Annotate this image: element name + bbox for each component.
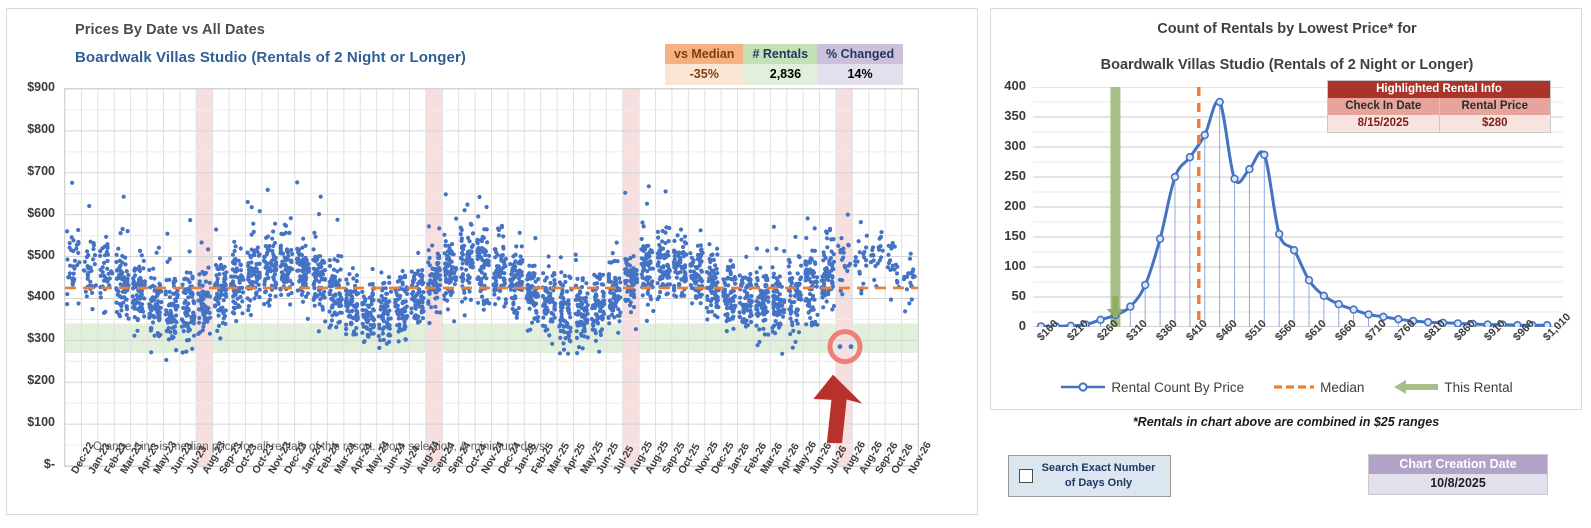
search-exact-days-checkbox[interactable] bbox=[1019, 469, 1033, 483]
legend-label-median: Median bbox=[1320, 379, 1365, 395]
dashed-line-icon bbox=[1274, 385, 1315, 389]
left-y-tick: $700 bbox=[27, 163, 55, 178]
right-chart-title-line1: Count of Rentals by Lowest Price* for bbox=[1157, 21, 1417, 37]
legend-item-this-rental: This Rental bbox=[1394, 379, 1513, 395]
right-y-tick: 150 bbox=[1004, 228, 1026, 243]
search-exact-days-label-line1: Search Exact Number bbox=[1041, 462, 1156, 475]
chart-note: *Rentals in chart above are combined in … bbox=[1132, 415, 1440, 429]
stat-num-rentals: # Rentals 2,836 bbox=[743, 44, 818, 85]
left-chart-title: Prices By Date vs All Dates bbox=[75, 22, 265, 38]
right-chart-title-line2: Boardwalk Villas Studio (Rentals of 2 Ni… bbox=[1100, 57, 1474, 73]
legend-item-median: Median bbox=[1274, 380, 1364, 395]
scatter-plot-svg bbox=[65, 89, 918, 466]
stat-vs-median: vs Median -35% bbox=[665, 44, 744, 85]
chart-creation-date-value: 10/8/2025 bbox=[1369, 474, 1547, 494]
line-marker-icon bbox=[1061, 382, 1106, 392]
highlighted-rental-col1-header: Check In Date bbox=[1328, 98, 1440, 115]
right-y-tick: 200 bbox=[1004, 198, 1026, 213]
search-exact-days-control[interactable]: Search Exact Number of Days Only bbox=[1008, 455, 1171, 497]
search-exact-days-label-line2: of Days Only bbox=[1064, 477, 1133, 489]
annotation-arrow bbox=[813, 374, 863, 444]
this-rental-arrow bbox=[1106, 296, 1125, 318]
right-chart-y-axis: 0 50 100 150 200 250 300 350 400 bbox=[991, 78, 1029, 333]
legend-item-rental-count: Rental Count By Price bbox=[1061, 380, 1244, 395]
left-y-tick: $600 bbox=[27, 205, 55, 220]
stat-pct-changed: % Changed 14% bbox=[817, 44, 904, 85]
right-y-tick: 350 bbox=[1004, 108, 1026, 123]
scatter-points bbox=[65, 180, 917, 363]
line-plot-svg bbox=[1033, 86, 1563, 331]
right-chart-legend: Rental Count By Price Median This Rental bbox=[991, 379, 1583, 395]
left-y-tick: $- bbox=[43, 457, 55, 471]
right-y-tick: 250 bbox=[1004, 168, 1026, 183]
legend-label-rental-count: Rental Count By Price bbox=[1111, 379, 1245, 395]
stat-num-rentals-label: # Rentals bbox=[743, 44, 818, 64]
left-y-tick: $500 bbox=[27, 247, 55, 262]
chart-creation-date-box: Chart Creation Date 10/8/2025 bbox=[1368, 454, 1548, 495]
highlighted-rental-header-row: Check In Date Rental Price bbox=[1328, 98, 1550, 115]
right-chart-x-axis: $160 $210 $260 $310 $360 $410 $460 $510 $560 $610… bbox=[1033, 311, 1573, 386]
highlighted-rental-value-row: 8/15/2025 $280 bbox=[1328, 115, 1550, 132]
highlighted-point-ring bbox=[827, 329, 863, 365]
left-arrow-icon bbox=[1394, 380, 1439, 394]
search-exact-days-label: Search Exact Number of Days Only bbox=[1033, 461, 1170, 491]
stat-num-rentals-value: 2,836 bbox=[743, 64, 818, 85]
highlighted-rental-price: $280 bbox=[1439, 115, 1550, 132]
stat-vs-median-value: -35% bbox=[665, 64, 744, 85]
right-y-tick: 400 bbox=[1004, 78, 1026, 93]
highlighted-rental-check-in-date: 8/15/2025 bbox=[1328, 115, 1440, 132]
right-y-tick: 50 bbox=[1011, 288, 1026, 303]
legend-label-this-rental: This Rental bbox=[1444, 379, 1513, 395]
right-y-tick: 0 bbox=[1018, 318, 1026, 333]
this-rental-marker bbox=[1110, 87, 1121, 327]
right-y-tick: 100 bbox=[1004, 258, 1026, 273]
stat-pct-changed-value: 14% bbox=[817, 64, 904, 85]
count-by-price-panel: Count of Rentals by Lowest Price* for Bo… bbox=[990, 8, 1582, 410]
left-y-tick: $100 bbox=[27, 415, 55, 430]
left-chart-footnote: Orange Line is median price for all rent… bbox=[93, 441, 545, 453]
left-chart-y-axis: $- $100 $200 $300 $400 $500 $600 $700 $800 $900 bbox=[7, 79, 59, 479]
left-y-tick: $300 bbox=[27, 331, 55, 346]
highlighted-rental-info: Highlighted Rental Info Check In Date Re… bbox=[1327, 80, 1551, 133]
right-chart-plot-area bbox=[1033, 86, 1563, 331]
highlighted-rental-col2-header: Rental Price bbox=[1439, 98, 1550, 115]
left-chart-plot-area bbox=[64, 88, 919, 467]
left-y-tick: $900 bbox=[27, 80, 55, 94]
right-y-tick: 300 bbox=[1004, 138, 1026, 153]
left-y-tick: $200 bbox=[27, 373, 55, 388]
highlighted-rental-title: Highlighted Rental Info bbox=[1328, 81, 1550, 98]
stat-vs-median-label: vs Median bbox=[665, 44, 744, 64]
stats-strip: vs Median -35% # Rentals 2,836 % Changed… bbox=[665, 44, 904, 85]
left-chart-subtitle: Boardwalk Villas Studio (Rentals of 2 Ni… bbox=[75, 49, 466, 66]
left-y-tick: $400 bbox=[27, 289, 55, 304]
chart-creation-date-title: Chart Creation Date bbox=[1369, 455, 1547, 474]
stat-pct-changed-label: % Changed bbox=[817, 44, 904, 64]
left-chart-x-axis: Dec-22 Jan-23 Feb-23 Mar-23 Apr-23 May-23 Jun-… bbox=[64, 439, 934, 528]
prices-by-date-panel: Prices By Date vs All Dates Boardwalk Vi… bbox=[6, 8, 978, 515]
left-y-tick: $800 bbox=[27, 121, 55, 136]
